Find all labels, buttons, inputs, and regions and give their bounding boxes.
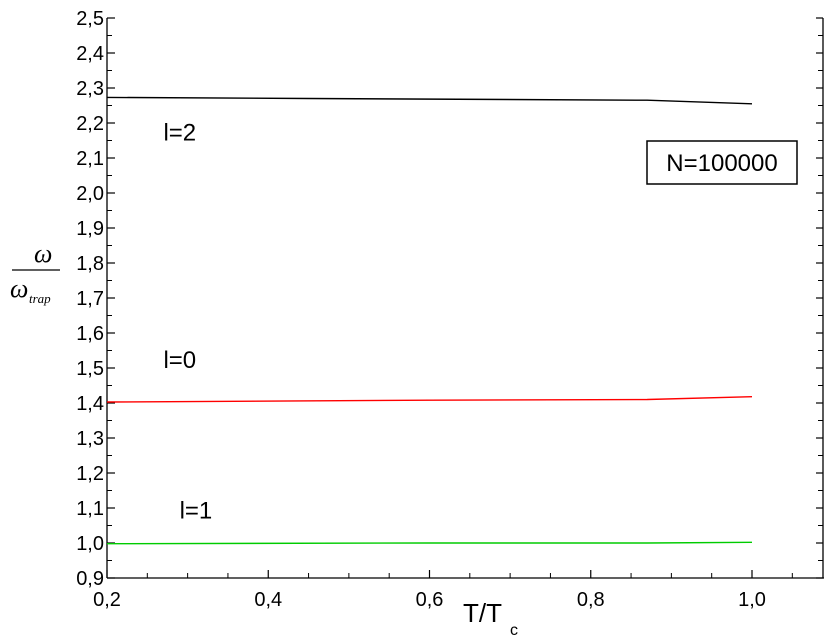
series-label-l-2: l=2 bbox=[163, 120, 196, 147]
axis-ticks: 0,9 1,0 1,1 1,2 1,3 1,4 1,5 1,6 1,7 1,8 1,9 2,0 2,1 2… bbox=[76, 8, 823, 611]
y-tick-label: 1,8 bbox=[76, 253, 104, 275]
y-tick-label: 1,7 bbox=[76, 288, 104, 310]
series-line-l-2 bbox=[106, 96, 753, 105]
series-lines bbox=[106, 96, 753, 545]
series-label-l-1: l=1 bbox=[180, 498, 213, 525]
y-axis-label-denominator-sub: trap bbox=[29, 291, 51, 306]
y-tick-label: 2,1 bbox=[76, 148, 104, 170]
y-tick-label: 1,4 bbox=[76, 393, 104, 415]
y-tick-label: 1,2 bbox=[76, 463, 104, 485]
x-tick-label: 0,4 bbox=[254, 589, 282, 611]
y-tick-label: 2,0 bbox=[76, 183, 104, 205]
x-axis-label-main: T/T bbox=[463, 598, 502, 628]
series-line-l-1 bbox=[106, 541, 753, 545]
y-axis-label-denominator: ω bbox=[10, 274, 28, 303]
series-label-l-0: l=0 bbox=[163, 347, 196, 374]
x-tick-label: 0,6 bbox=[416, 589, 444, 611]
x-axis-label-sub: c bbox=[510, 622, 518, 638]
x-tick-label: 0,8 bbox=[577, 589, 605, 611]
annotation-box: N=100000 bbox=[646, 140, 798, 185]
y-tick-label: 1,5 bbox=[76, 358, 104, 380]
y-tick-label: 1,0 bbox=[76, 533, 104, 555]
series-labels: l=2 l=0 l=1 bbox=[163, 120, 212, 525]
y-tick-label: 1,1 bbox=[76, 498, 104, 520]
annotation-text: N=100000 bbox=[666, 150, 777, 177]
y-tick-label: 2,4 bbox=[76, 43, 104, 65]
y-axis-label: ω ω trap bbox=[10, 239, 60, 306]
y-tick-label: 2,2 bbox=[76, 113, 104, 135]
y-tick-label: 2,3 bbox=[76, 78, 104, 100]
y-tick-label: 2,5 bbox=[76, 8, 104, 30]
y-axis-label-numerator: ω bbox=[34, 239, 52, 268]
y-tick-label: 1,9 bbox=[76, 218, 104, 240]
y-tick-label: 1,3 bbox=[76, 428, 104, 450]
x-axis-label: T/T c bbox=[463, 598, 518, 638]
y-tick-label: 1,6 bbox=[76, 323, 104, 345]
y-tick-label: 0,9 bbox=[76, 568, 104, 590]
series-line-l-0 bbox=[106, 396, 753, 403]
x-tick-label: 0,2 bbox=[93, 589, 121, 611]
x-tick-label: 1,0 bbox=[738, 589, 766, 611]
